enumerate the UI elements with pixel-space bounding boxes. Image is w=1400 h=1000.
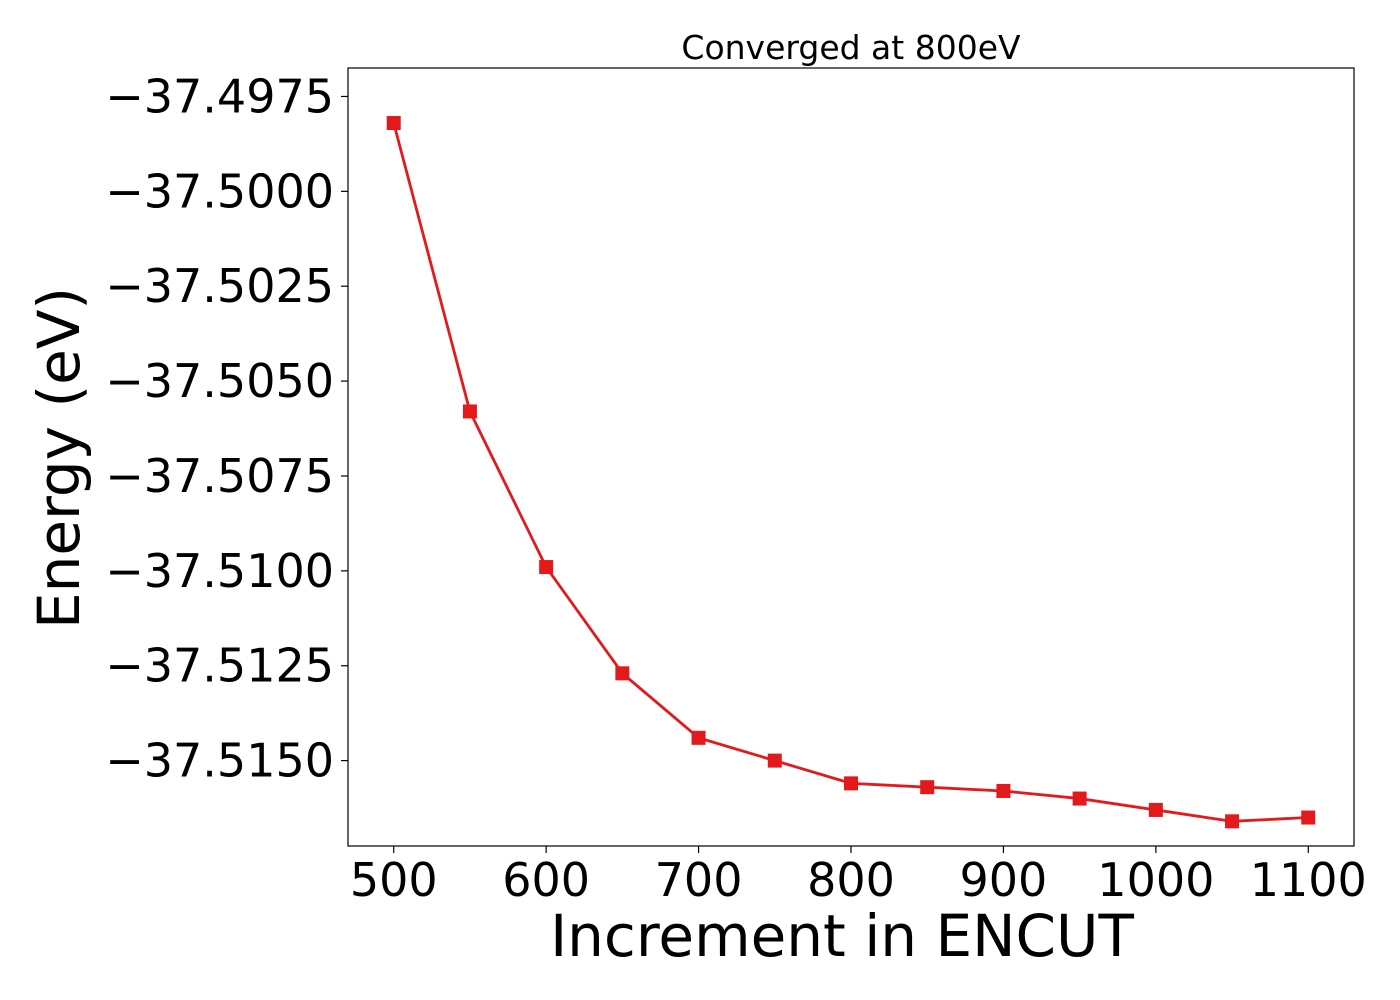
data-point-marker bbox=[691, 730, 706, 745]
data-point-marker bbox=[1301, 810, 1316, 825]
x-tick-label: 900 bbox=[960, 853, 1048, 907]
plot-area: 500 600 700 800 900 1000 1100 −37.4975 −37.5000 −… bbox=[105, 67, 1367, 907]
data-point-marker bbox=[1148, 802, 1163, 817]
axes-frame bbox=[347, 67, 1355, 847]
data-point-marker bbox=[615, 666, 630, 681]
y-tick-label: −37.5100 bbox=[105, 544, 334, 598]
y-tick-label: −37.5125 bbox=[105, 639, 334, 693]
x-tick-label: 1000 bbox=[1097, 853, 1214, 907]
data-point-marker bbox=[767, 753, 782, 768]
y-tick-label: −37.5150 bbox=[105, 734, 334, 788]
y-tick-label: −37.5050 bbox=[105, 354, 334, 408]
data-point-marker bbox=[844, 776, 858, 791]
data-point-marker bbox=[920, 780, 935, 795]
data-point-marker bbox=[1225, 814, 1240, 829]
chart-title: Converged at 800eV bbox=[681, 28, 1021, 67]
data-point-marker bbox=[1072, 791, 1087, 806]
data-point-marker bbox=[996, 783, 1011, 798]
data-point-marker bbox=[462, 404, 477, 419]
series-line bbox=[392, 122, 1309, 823]
y-tick-label: −37.4975 bbox=[105, 69, 334, 123]
y-axis-label: Energy (eV) bbox=[25, 287, 93, 629]
data-point-marker bbox=[386, 116, 401, 131]
data-point-marker bbox=[539, 560, 554, 575]
y-tick-label: −37.5025 bbox=[105, 259, 334, 313]
x-axis-label: Increment in ENCUT bbox=[550, 902, 1134, 970]
x-tick-label: 700 bbox=[655, 853, 743, 907]
x-tick-label: 800 bbox=[807, 853, 895, 907]
x-tick-label: 600 bbox=[502, 853, 590, 907]
x-tick-label: 500 bbox=[350, 853, 438, 907]
y-tick-label: −37.5000 bbox=[105, 164, 334, 218]
x-tick-label: 1100 bbox=[1250, 853, 1367, 907]
y-tick-label: −37.5075 bbox=[105, 449, 334, 503]
